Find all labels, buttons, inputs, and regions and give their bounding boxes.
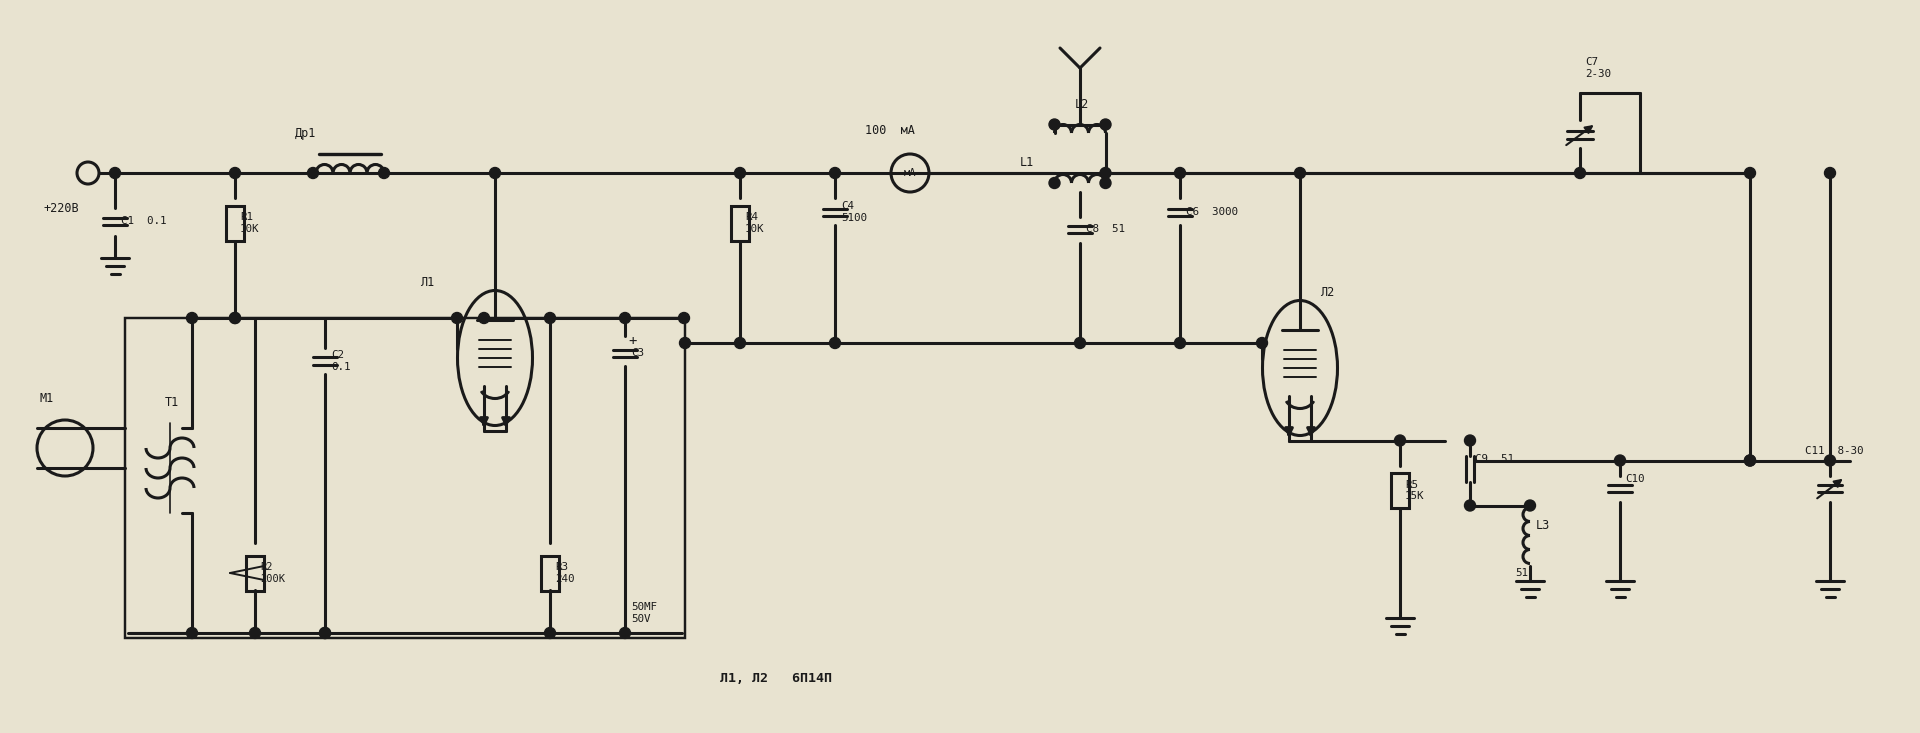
Circle shape — [1048, 177, 1060, 188]
Circle shape — [307, 168, 319, 179]
Circle shape — [230, 312, 240, 323]
Text: М1: М1 — [40, 391, 54, 405]
Text: Л1: Л1 — [420, 276, 434, 290]
Circle shape — [545, 627, 555, 638]
Text: С6  3000: С6 3000 — [1187, 207, 1238, 217]
Circle shape — [186, 312, 198, 323]
Circle shape — [319, 627, 330, 638]
Text: 51: 51 — [1515, 569, 1528, 578]
Circle shape — [1100, 119, 1112, 130]
Text: 50МF
50V: 50МF 50V — [632, 603, 657, 624]
Circle shape — [1745, 455, 1755, 466]
Text: С1  0.1: С1 0.1 — [121, 216, 167, 226]
Circle shape — [735, 337, 745, 348]
Circle shape — [230, 168, 240, 179]
Text: С10: С10 — [1624, 474, 1645, 484]
Text: мА: мА — [904, 168, 916, 178]
Circle shape — [735, 168, 745, 179]
Circle shape — [680, 337, 691, 348]
Text: С8  51: С8 51 — [1087, 224, 1125, 235]
Text: С3: С3 — [632, 348, 643, 358]
Circle shape — [1100, 177, 1112, 188]
Bar — [541, 556, 559, 591]
Circle shape — [1465, 435, 1475, 446]
Text: R2
200К: R2 200К — [259, 562, 284, 583]
Text: С9  51: С9 51 — [1475, 454, 1515, 463]
Circle shape — [319, 627, 330, 638]
Text: R1
10К: R1 10К — [240, 212, 259, 234]
Circle shape — [545, 312, 555, 323]
Text: R3
240: R3 240 — [555, 562, 574, 583]
Bar — [1390, 473, 1409, 508]
Circle shape — [1574, 168, 1586, 179]
Circle shape — [186, 627, 198, 638]
Circle shape — [451, 312, 463, 323]
Circle shape — [1175, 168, 1185, 179]
Text: С2
0.1: С2 0.1 — [330, 350, 351, 372]
Circle shape — [250, 627, 261, 638]
Circle shape — [378, 168, 390, 179]
Text: С4
5100: С4 5100 — [841, 201, 868, 223]
Bar — [227, 205, 244, 240]
Text: 100  мА: 100 мА — [866, 125, 914, 138]
Circle shape — [1048, 119, 1060, 130]
Text: L3: L3 — [1536, 519, 1549, 532]
Circle shape — [1100, 168, 1112, 179]
Circle shape — [230, 312, 240, 323]
Circle shape — [1824, 455, 1836, 466]
Circle shape — [620, 627, 630, 638]
Text: L1: L1 — [1020, 157, 1035, 169]
Circle shape — [1394, 435, 1405, 446]
Circle shape — [1745, 168, 1755, 179]
Circle shape — [829, 168, 841, 179]
Circle shape — [829, 337, 841, 348]
Circle shape — [1615, 455, 1626, 466]
Circle shape — [1465, 500, 1475, 511]
Text: +: + — [628, 334, 636, 348]
Text: Л2: Л2 — [1321, 287, 1334, 300]
Text: Л1, Л2   6П14П: Л1, Л2 6П14П — [720, 671, 831, 685]
Bar — [125, 318, 685, 638]
Text: Др1: Др1 — [296, 127, 317, 139]
Circle shape — [1745, 455, 1755, 466]
Text: R4
10К: R4 10К — [745, 212, 764, 234]
Text: L2: L2 — [1075, 98, 1089, 111]
Circle shape — [109, 168, 121, 179]
Circle shape — [1256, 337, 1267, 348]
Text: С7
2-30: С7 2-30 — [1586, 57, 1611, 79]
Circle shape — [1524, 500, 1536, 511]
Circle shape — [678, 312, 689, 323]
Circle shape — [490, 168, 501, 179]
Circle shape — [1175, 337, 1185, 348]
Circle shape — [620, 312, 630, 323]
Circle shape — [1824, 168, 1836, 179]
Text: С11  8-30: С11 8-30 — [1805, 446, 1864, 455]
Circle shape — [1075, 337, 1085, 348]
Text: Т1: Т1 — [165, 397, 179, 410]
Bar — [732, 205, 749, 240]
Text: R5
15К: R5 15К — [1405, 479, 1425, 501]
Circle shape — [1294, 168, 1306, 179]
Bar — [246, 556, 265, 591]
Circle shape — [478, 312, 490, 323]
Text: +220В: +220В — [42, 202, 79, 215]
